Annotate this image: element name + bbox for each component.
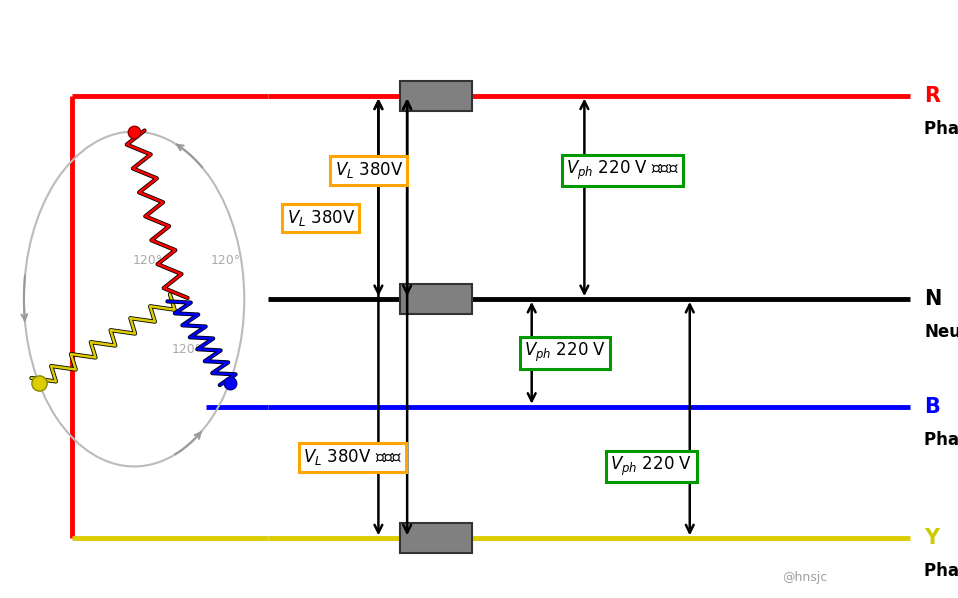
- Text: 120°: 120°: [133, 254, 163, 267]
- Text: $V_L$ 380V 线电压: $V_L$ 380V 线电压: [303, 447, 402, 468]
- Text: R: R: [924, 86, 941, 106]
- Text: 120°: 120°: [171, 343, 202, 356]
- FancyBboxPatch shape: [400, 284, 471, 314]
- Text: $V_{ph}$ 220 V: $V_{ph}$ 220 V: [610, 455, 693, 478]
- Text: Phase 3: Phase 3: [924, 562, 958, 580]
- Text: Phase 2: Phase 2: [924, 431, 958, 448]
- Text: Phase 1: Phase 1: [924, 120, 958, 138]
- Text: $V_{ph}$ 220 V: $V_{ph}$ 220 V: [524, 341, 606, 364]
- Text: B: B: [924, 396, 941, 417]
- FancyBboxPatch shape: [400, 523, 471, 553]
- Text: Neutral: Neutral: [924, 323, 958, 341]
- Text: N: N: [924, 289, 942, 309]
- Text: 120°: 120°: [211, 254, 240, 267]
- Text: Y: Y: [924, 528, 940, 548]
- Text: @hnsjc: @hnsjc: [782, 570, 828, 584]
- FancyBboxPatch shape: [400, 81, 471, 111]
- Text: $V_{ph}$ 220 V 相电压: $V_{ph}$ 220 V 相电压: [566, 159, 679, 182]
- Text: $V_L$ 380V: $V_L$ 380V: [334, 160, 403, 181]
- Text: $V_L$ 380V: $V_L$ 380V: [286, 208, 355, 228]
